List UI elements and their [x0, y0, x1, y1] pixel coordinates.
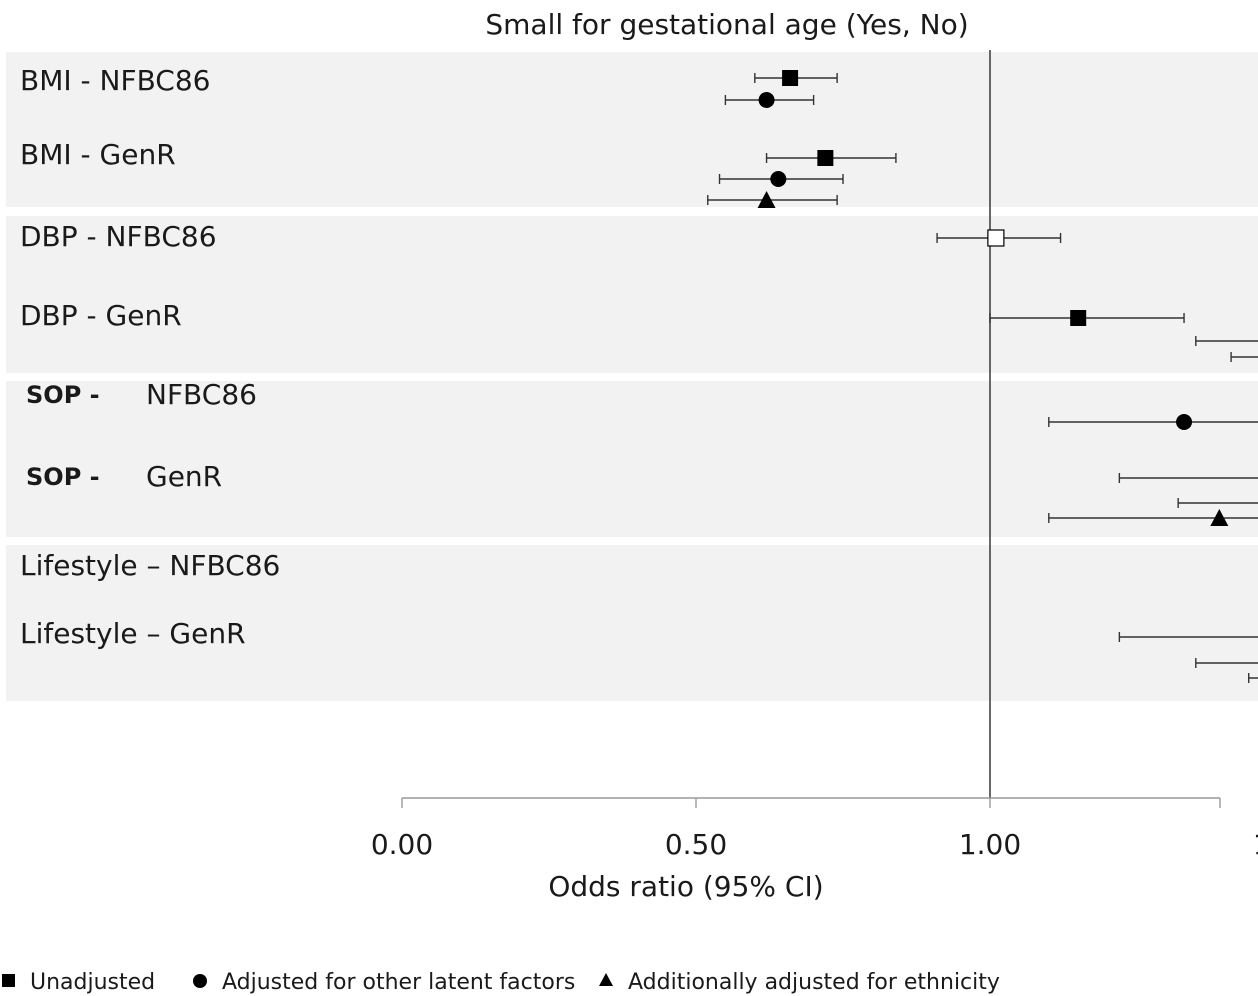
point-circle: [770, 171, 787, 187]
point-triangle: [1210, 509, 1229, 526]
legend-item-triangle: Additionally adjusted for ethnicity: [599, 970, 1000, 995]
estimate-triangle: [1048, 509, 1258, 526]
estimate-square: [1118, 632, 1258, 642]
x-tick-label: 0.00: [371, 828, 433, 861]
legend-triangle-icon: [599, 973, 613, 986]
estimate-circle: [1048, 414, 1258, 430]
estimate-triangle: [1230, 352, 1258, 362]
estimate-square: [1118, 473, 1258, 483]
estimate-circle: [724, 92, 815, 108]
band-sop: [6, 381, 1258, 537]
legend-item-circle: Adjusted for other latent factors: [193, 970, 575, 995]
legend: Unadjusted Adjusted for other latent fact…: [2, 970, 1000, 995]
estimate-circle: [1195, 336, 1258, 346]
row-label: Lifestyle – GenR: [20, 617, 246, 650]
legend-label: Unadjusted: [30, 970, 155, 995]
legend-square-icon: [2, 974, 15, 987]
point-circle: [758, 92, 775, 108]
row-label: Lifestyle – NFBC86: [20, 549, 280, 582]
point-square: [817, 150, 834, 166]
row-labels: BMI - NFBC86 BMI - GenR DBP - NFBC86 DBP - …: [20, 64, 280, 650]
estimate-square-open: [936, 229, 1062, 247]
legend-label: Additionally adjusted for ethnicity: [628, 970, 1000, 995]
estimate-square: [989, 310, 1185, 326]
estimate-square: [765, 150, 897, 166]
row-label-prefix: SOP -: [26, 463, 100, 491]
point-square: [782, 70, 799, 86]
estimate-triangle: [707, 191, 838, 208]
row-label: DBP - NFBC86: [20, 220, 217, 253]
estimate-triangle: [1248, 673, 1258, 683]
point-square: [1070, 310, 1087, 326]
estimate-circle: [1195, 658, 1258, 668]
row-label: BMI - NFBC86: [20, 64, 210, 97]
chart-title: Small for gestational age (Yes, No): [485, 8, 968, 41]
legend-item-square: Unadjusted: [2, 970, 155, 995]
x-tick-label: 0.50: [665, 828, 727, 861]
row-label: BMI - GenR: [20, 138, 176, 171]
x-axis-label: Odds ratio (95% CI): [548, 870, 823, 903]
legend-label: Adjusted for other latent factors: [222, 970, 575, 995]
estimate-square: [754, 70, 838, 86]
group-bands: [6, 52, 1258, 701]
point-circle: [1176, 414, 1193, 430]
band-dbp: [6, 216, 1258, 373]
row-label: GenR: [146, 460, 222, 493]
row-label: DBP - GenR: [20, 299, 182, 332]
x-tick-label: 1.50: [1253, 828, 1258, 861]
sop-label-gap: [110, 381, 140, 401]
point-triangle: [757, 191, 776, 208]
x-axis: 0.000.501.001.502.002.50: [371, 797, 1258, 861]
row-label: NFBC86: [146, 378, 257, 411]
band-bmi: [6, 52, 1258, 207]
estimate-circle: [718, 171, 844, 187]
band-lifestyle: [6, 545, 1258, 701]
point-square-open: [987, 229, 1005, 247]
legend-circle-icon: [193, 974, 207, 988]
estimate-circle: [1177, 498, 1258, 508]
row-label-prefix: SOP -: [26, 381, 100, 409]
x-tick-label: 1.00: [959, 828, 1021, 861]
estimate-marks: [707, 70, 1258, 683]
